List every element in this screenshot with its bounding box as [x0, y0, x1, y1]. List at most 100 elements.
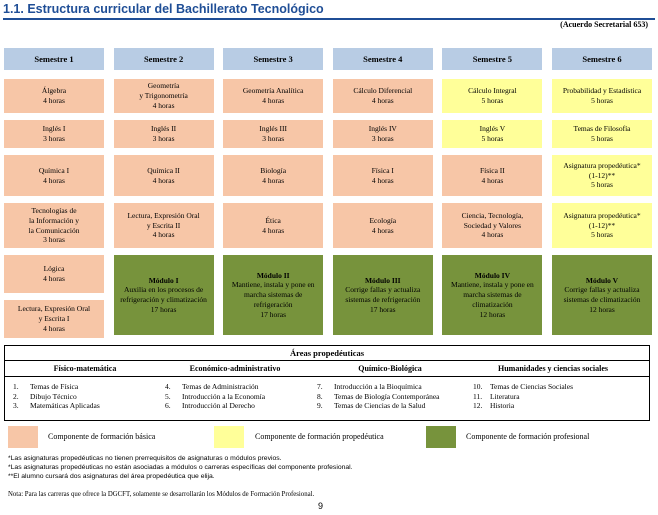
legend-swatch-basic [8, 426, 38, 448]
area-subject: 9. Temas de Ciencias de la Salud [317, 401, 440, 411]
cell-line: Mantiene, instala y pone en [231, 280, 315, 290]
cell-line: refrigeración [253, 299, 293, 309]
area-subject: 6. Introducción al Derecho [165, 401, 265, 411]
subject-cell: Inglés III 3 horas [223, 120, 324, 148]
cell-line: Ecología [369, 215, 397, 225]
cell-line: Física II [479, 165, 505, 175]
cell-line: Biología [260, 165, 287, 175]
footnote: *Las asignaturas propedéuticas no tienen… [8, 455, 282, 462]
legend-swatch-propaedeutic [214, 426, 244, 448]
cell-line: 4 horas [371, 175, 394, 185]
cell-line: Corrige fallas y actualiza [564, 285, 640, 295]
cell-line: Temas de Filosofía [573, 124, 631, 134]
cell-line: sistemas de climatización [563, 295, 641, 304]
area-subject-name: Temas de Administración [182, 382, 259, 391]
subject-cell: Geometría y Trigonometría 4 horas [113, 79, 214, 113]
module-title: Módulo II [256, 270, 290, 280]
cell-line: climatización [472, 299, 513, 309]
area-subject-name: Introducción a la Economía [182, 391, 266, 401]
module-cell: Módulo II Mantiene, instala y pone en marc… [223, 255, 324, 335]
area-subject: 1. Temas de Física [13, 382, 100, 392]
cell-line: 5 horas [591, 180, 613, 190]
cell-line: 4 horas [43, 274, 65, 283]
footnote: *Las asignaturas propedéuticas no están … [8, 464, 353, 472]
area-subject: 12. Historia [473, 401, 573, 411]
cell-line: 4 horas [43, 96, 65, 105]
subject-cell: Cálculo Diferencial 4 horas [332, 79, 433, 113]
module-cell: Módulo I Auxilia en los procesos de refrig… [113, 255, 214, 335]
footnote: **El alumno cursará dos asignaturas del … [8, 473, 215, 481]
semester-header: Semestre 6 [552, 48, 652, 70]
semester-header: Semestre 3 [223, 48, 324, 70]
cell-line: Asignatura propedéutica* [563, 210, 641, 220]
area-subject-name: Dibujo Técnico [30, 391, 77, 401]
module-title: Módulo IV [474, 270, 510, 280]
semester-header: Semestre 2 [113, 48, 214, 70]
area-subject: 11. Literatura [473, 392, 573, 402]
cell-line: y Trigonometría [139, 91, 188, 101]
subject-cell: Inglés IV 3 horas [332, 120, 433, 148]
area-subject: 7. Introducción a la Bioquímica [317, 382, 440, 392]
cell-line: Lógica [43, 264, 65, 274]
cell-line: 5 horas [591, 134, 613, 143]
cell-line: Ciencia, Tecnología, [461, 210, 524, 220]
subject-cell: Inglés II 3 horas [113, 120, 214, 148]
cell-line: (1-12)** [588, 220, 616, 230]
cell-line: 12 horas [589, 304, 615, 314]
cell-line: Geometría [147, 81, 180, 91]
cell-line: Auxilia en los procesos de [124, 285, 204, 295]
areas-title: Áreas propedéuticas [289, 348, 365, 358]
area-subject: 10. Temas de Ciencias Sociales [473, 382, 573, 392]
area-subject-number: 7. [317, 382, 323, 391]
cell-line: 5 horas [481, 96, 504, 105]
area-heading: Químico-Biológica [358, 364, 422, 373]
module-title: Módulo III [364, 275, 401, 285]
area-subject-number: 2. [13, 391, 19, 401]
cell-line: 4 horas [152, 230, 175, 240]
curriculum-grid: Semestre 1 Semestre 2 Semestre 3 Semestre 4… [4, 48, 652, 338]
module-cell: Módulo III Corrige fallas y actualiza sist… [332, 255, 433, 335]
area-subject: 5. Introducción a la Economía [165, 392, 265, 402]
cell-line: y Escrita I [38, 314, 70, 324]
subject-cell: Temas de Filosofía 5 horas [552, 120, 652, 148]
cell-line: Química II [147, 165, 180, 175]
area-subject-number: 11. [473, 391, 483, 401]
cell-line: y Escrita II [146, 220, 181, 230]
cell-line: 4 horas [43, 323, 65, 333]
area-subject: 4. Temas de Administración [165, 382, 265, 392]
cell-line: 5 horas [591, 230, 613, 240]
cell-line: Cálculo Diferencial [353, 86, 413, 96]
cell-line: Inglés II [150, 124, 177, 134]
cell-line: Sociedad y Valores [463, 220, 522, 230]
subject-cell: Cálculo Integral 5 horas [442, 79, 543, 113]
propaedeutic-areas-table: Áreas propedéuticas Físico-matemática 1. T… [4, 345, 650, 421]
cell-line: 17 horas [369, 304, 396, 314]
area-subject-number: 4. [165, 382, 171, 391]
cell-line: Cálculo Integral [468, 86, 517, 96]
area-subject: 2. Dibujo Técnico [13, 392, 100, 402]
area-subject-name: Temas de Ciencias Sociales [490, 382, 573, 391]
cell-line: Física I [371, 165, 394, 175]
area-subject-name: Introducción a la Bioquímica [334, 382, 422, 391]
cell-line: sistemas de refrigeración [345, 295, 421, 304]
cell-line: 4 horas [371, 96, 394, 105]
area-subject-number: 10. [473, 382, 483, 391]
cell-line: 4 horas [262, 175, 285, 185]
cell-line: (1-12)** [588, 170, 616, 180]
cell-line: la Información y [29, 215, 79, 225]
semester-header: Semestre 1 [4, 48, 104, 70]
title-underline [3, 18, 655, 20]
module-cell: Módulo IV Mantiene, instala y pone en marc… [442, 255, 543, 335]
cell-line: 3 horas [262, 134, 285, 143]
subject-cell: Ciencia, Tecnología, Sociedad y Valores 4 … [442, 203, 543, 248]
area-subject-list: 4. Temas de Administración 5. Introducción … [165, 382, 265, 411]
subject-cell: Probabilidad y Estadística 5 horas [552, 79, 652, 113]
cell-line: marcha sistemas de [463, 290, 522, 300]
module-cell: Módulo V Corrige fallas y actualiza sistem… [552, 255, 652, 335]
cell-line: 3 horas [152, 134, 175, 143]
